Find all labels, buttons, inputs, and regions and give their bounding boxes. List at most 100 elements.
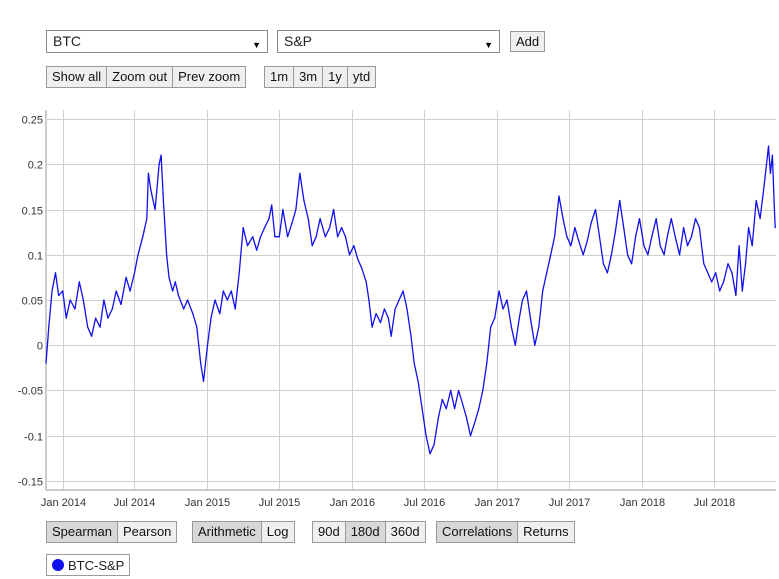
range-1m-button[interactable]: 1m xyxy=(265,67,295,87)
data-point xyxy=(454,408,456,410)
y-tick-label: 0 xyxy=(37,341,43,353)
asset1-value: BTC xyxy=(53,33,81,49)
series-line xyxy=(45,145,776,455)
data-point xyxy=(196,326,198,328)
data-point xyxy=(506,299,508,301)
range-controls: 1m 3m 1y ytd xyxy=(264,66,377,88)
data-point xyxy=(594,208,597,211)
window-180d-button[interactable]: 180d xyxy=(345,522,386,542)
data-point xyxy=(478,408,480,410)
data-point xyxy=(252,236,254,238)
range-ytd-button[interactable]: ytd xyxy=(352,69,371,84)
zoom-out-button[interactable]: Zoom out xyxy=(107,67,174,87)
chevron-down-icon: ▼ xyxy=(252,40,261,50)
data-point xyxy=(54,272,57,274)
data-point xyxy=(417,380,419,382)
x-tick-label: Jul 2015 xyxy=(259,497,301,509)
returns-button[interactable]: Returns xyxy=(523,524,569,539)
data-point xyxy=(107,317,109,319)
window-360d-button[interactable]: 360d xyxy=(390,524,420,539)
data-point xyxy=(274,236,276,238)
data-point xyxy=(490,326,492,328)
log-button[interactable]: Log xyxy=(266,524,289,539)
range-3m-button[interactable]: 3m xyxy=(294,67,324,87)
asset2-select[interactable]: S&P ▼ xyxy=(277,30,500,53)
data-point xyxy=(337,236,339,238)
data-point xyxy=(450,389,452,392)
x-tick-label: Jan 2016 xyxy=(330,497,375,509)
data-point xyxy=(324,236,326,238)
data-point xyxy=(299,172,301,174)
data-point xyxy=(562,218,564,220)
data-point xyxy=(711,281,713,283)
data-point xyxy=(150,190,152,192)
y-tick-label: 0.25 xyxy=(22,115,43,127)
data-point xyxy=(659,245,661,247)
data-point xyxy=(647,254,649,256)
data-point xyxy=(78,281,80,283)
data-point xyxy=(174,281,176,283)
data-point xyxy=(344,236,347,238)
data-point xyxy=(371,326,373,328)
prev-zoom-button[interactable]: Prev zoom xyxy=(178,69,241,84)
show-all-button[interactable]: Show all xyxy=(47,67,108,87)
data-point xyxy=(465,417,468,419)
range-1y-button[interactable]: 1y xyxy=(323,67,348,87)
data-point xyxy=(767,145,770,147)
data-point xyxy=(748,227,750,229)
y-tick-label: 0.05 xyxy=(22,296,43,308)
data-point xyxy=(368,299,370,301)
data-point xyxy=(146,218,148,220)
data-point xyxy=(125,276,127,278)
data-point xyxy=(234,308,236,310)
x-tick-label: Jan 2014 xyxy=(41,497,86,509)
data-point xyxy=(590,222,592,224)
data-point xyxy=(210,317,212,319)
window-90d-button[interactable]: 90d xyxy=(313,522,346,542)
correlation-chart[interactable]: -0.15 -0.1 -0.05 0 0.05 0.1 0.15 0.2 0.25 Jan 201… xyxy=(0,100,779,520)
data-point xyxy=(474,421,476,423)
spearman-button[interactable]: Spearman xyxy=(47,522,118,542)
data-point xyxy=(690,236,693,238)
data-point xyxy=(238,272,240,274)
data-point xyxy=(202,380,205,382)
data-point xyxy=(45,362,47,364)
data-point xyxy=(69,299,71,301)
data-point xyxy=(719,290,721,292)
pearson-button[interactable]: Pearson xyxy=(122,524,172,539)
data-point xyxy=(546,272,548,274)
legend-item[interactable]: BTC-S&P xyxy=(46,554,131,576)
data-point xyxy=(192,313,194,315)
data-point xyxy=(291,222,293,224)
add-button[interactable]: Add xyxy=(510,31,546,52)
data-point xyxy=(707,272,709,274)
data-point xyxy=(458,389,460,392)
data-point xyxy=(398,299,400,301)
legend-label: BTC-S&P xyxy=(68,557,125,573)
y-tick-label: -0.15 xyxy=(18,477,43,489)
data-point xyxy=(115,290,117,292)
data-point xyxy=(638,218,641,220)
data-point xyxy=(773,208,776,211)
data-point xyxy=(598,236,601,238)
data-point xyxy=(482,389,484,392)
data-point xyxy=(375,313,377,315)
data-point xyxy=(137,254,139,256)
data-point xyxy=(723,281,725,283)
data-point xyxy=(200,362,202,364)
data-point xyxy=(329,227,331,229)
data-point xyxy=(120,303,122,306)
data-point xyxy=(303,199,305,202)
data-point xyxy=(365,281,367,283)
data-point xyxy=(759,218,761,220)
data-point xyxy=(406,308,408,310)
data-point xyxy=(542,290,544,292)
data-point xyxy=(353,245,355,247)
data-point xyxy=(698,227,701,229)
data-point xyxy=(87,326,89,328)
correlations-button[interactable]: Correlations xyxy=(437,522,519,542)
data-point xyxy=(731,272,733,274)
data-point xyxy=(525,290,528,292)
asset1-select[interactable]: BTC ▼ xyxy=(46,30,268,53)
arithmetic-button[interactable]: Arithmetic xyxy=(193,522,262,542)
